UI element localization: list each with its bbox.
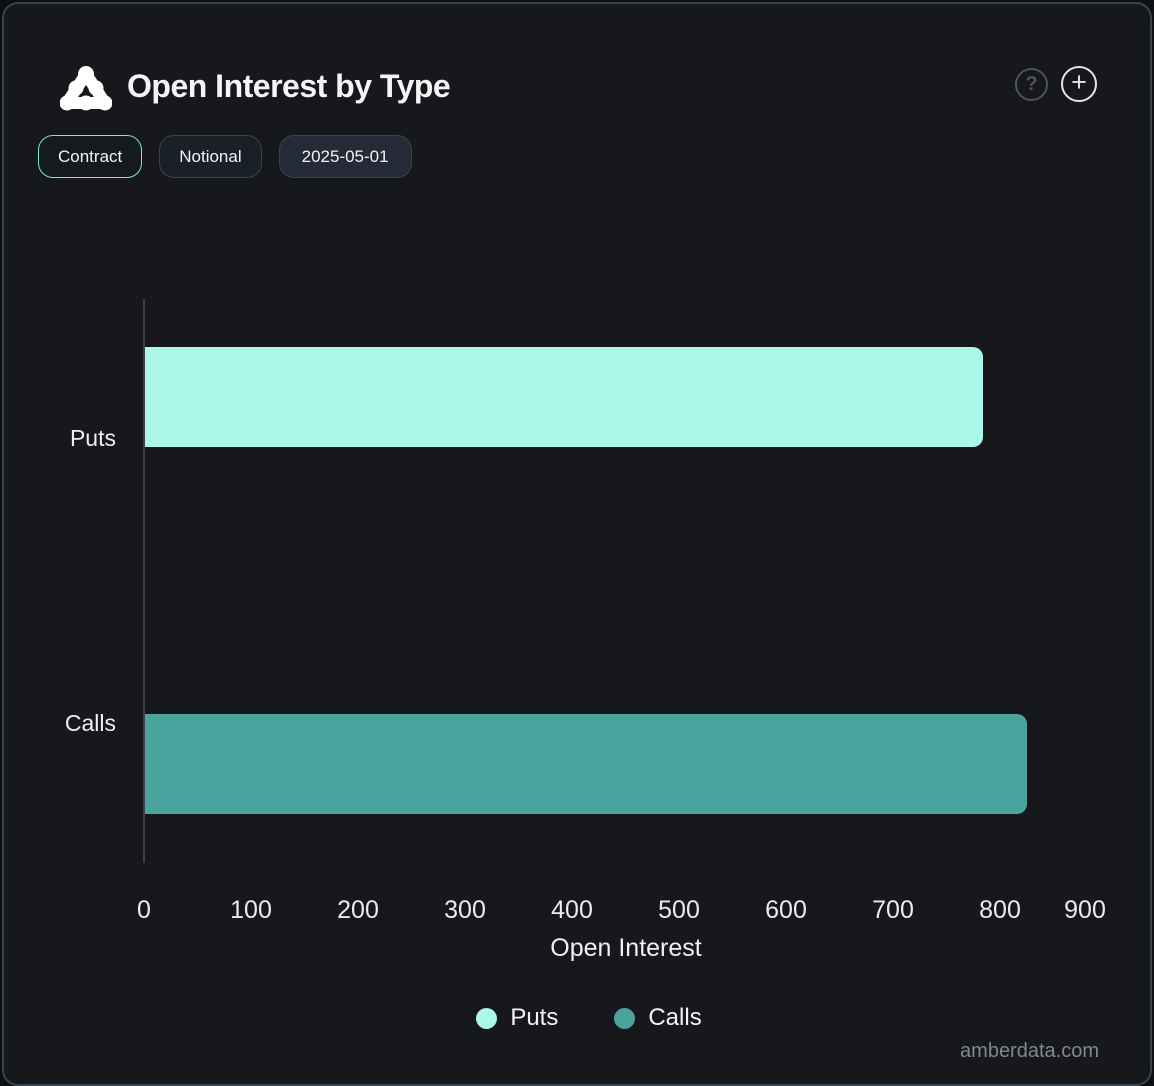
x-tick-0: 0	[137, 896, 151, 924]
bar-puts[interactable]	[145, 347, 983, 447]
plus-icon: +	[1071, 67, 1087, 97]
x-tick-600: 600	[765, 896, 807, 924]
legend-item-puts[interactable]: Puts	[476, 1004, 558, 1032]
category-label-puts: Puts	[69, 425, 116, 451]
x-tick-300: 300	[444, 896, 486, 924]
legend-dot-calls	[614, 1007, 636, 1029]
bar-chart: Puts Calls 0 100 200 300 400 500 600 700 800 900 O…	[4, 4, 1150, 1084]
y-axis-line	[143, 299, 145, 863]
x-tick-700: 700	[872, 896, 914, 924]
legend: Puts Calls	[4, 1004, 1154, 1032]
x-tick-900: 900	[1064, 896, 1106, 924]
legend-label: Calls	[648, 1004, 702, 1031]
amberdata-logo	[60, 66, 112, 111]
x-axis-title: Open Interest	[550, 934, 702, 962]
contract-toggle-button[interactable]: Contract	[38, 135, 143, 178]
bar-calls[interactable]	[145, 714, 1027, 814]
x-tick-400: 400	[551, 896, 593, 924]
x-tick-100: 100	[230, 896, 272, 924]
question-mark-icon: ?	[1025, 73, 1038, 95]
x-tick-200: 200	[337, 896, 379, 924]
x-tick-500: 500	[658, 896, 700, 924]
legend-dot-puts	[476, 1007, 498, 1029]
date-picker-button[interactable]: 2025-05-01	[278, 135, 412, 178]
legend-label: Puts	[510, 1004, 559, 1031]
page-title: Open Interest by Type	[127, 68, 451, 104]
toolbar: Contract Notional 2025-05-01	[38, 135, 412, 178]
notional-toggle-button[interactable]: Notional	[159, 135, 262, 178]
help-button[interactable]: ?	[1015, 68, 1048, 101]
x-tick-800: 800	[979, 896, 1021, 924]
watermark: amberdata.com	[960, 1040, 1099, 1062]
add-button[interactable]: +	[1061, 66, 1097, 102]
category-label-calls: Calls	[64, 710, 116, 736]
legend-item-calls[interactable]: Calls	[614, 1004, 702, 1032]
